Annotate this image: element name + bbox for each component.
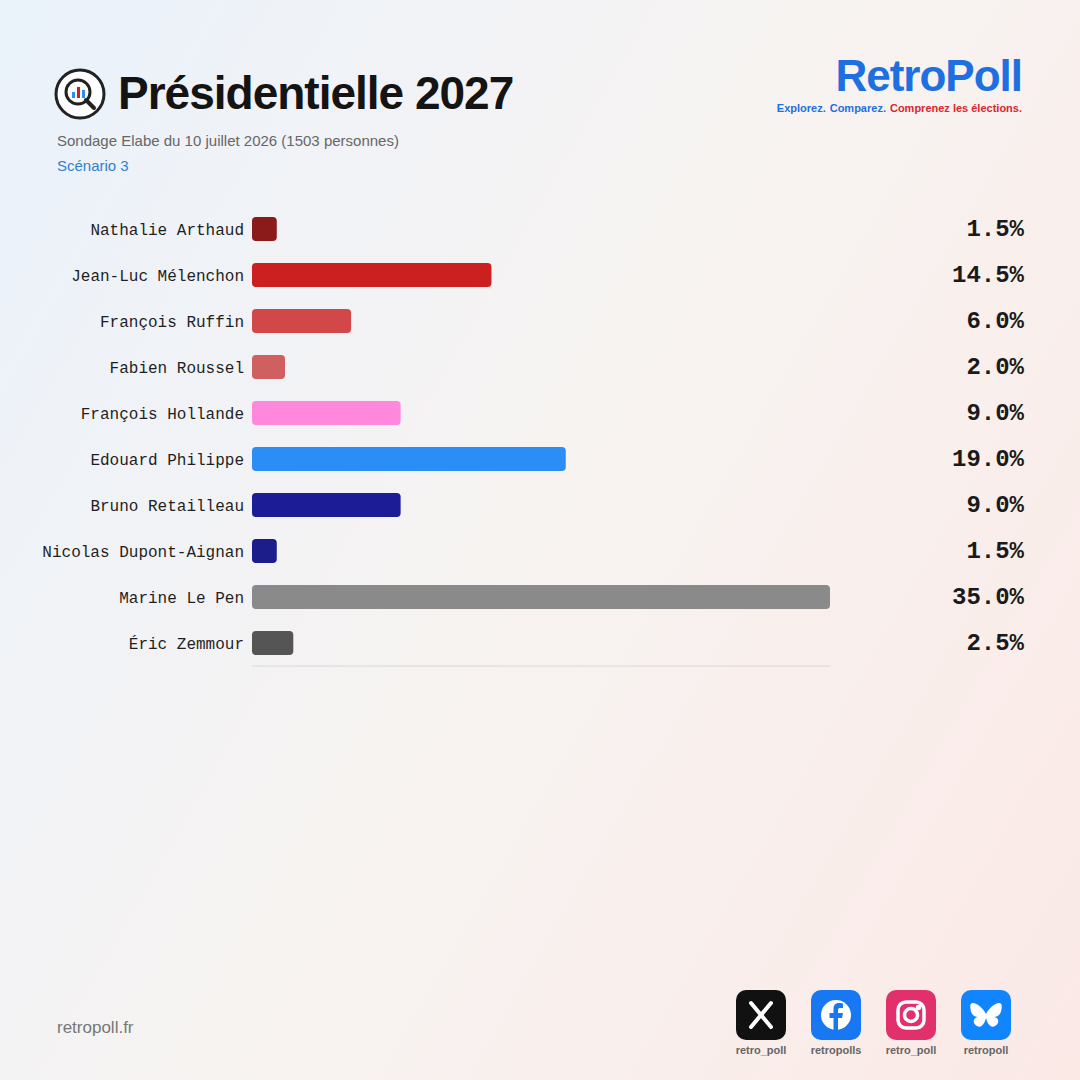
svg-text:Edouard Philippe: Edouard Philippe [90,452,244,470]
svg-text:2.0%: 2.0% [966,354,1024,381]
svg-text:1.5%: 1.5% [966,216,1024,243]
svg-text:François Ruffin: François Ruffin [100,314,244,332]
svg-text:Éric Zemmour: Éric Zemmour [129,635,244,654]
html-text:retro_poll: retro_poll [885,1044,937,1056]
svg-text:35.0%: 35.0% [952,584,1025,611]
html-text:Explorez. Comparez. Comprenez: Explorez. Comparez. Comprenez les électi… [776,102,1022,114]
svg-text:Jean-Luc Mélenchon: Jean-Luc Mélenchon [71,268,244,286]
html-text:Sondage Elabe du 10 juillet 20: Sondage Elabe du 10 juillet 2026 (1503 p… [57,132,399,149]
html-text:retropoll: retropoll [963,1044,1009,1056]
svg-text:1.5%: 1.5% [966,538,1024,565]
svg-text:Bruno Retailleau: Bruno Retailleau [90,498,244,516]
svg-text:9.0%: 9.0% [966,492,1024,519]
html-text:retropoll.fr: retropoll.fr [57,1018,134,1037]
svg-text:François Hollande: François Hollande [81,406,244,424]
svg-text:Nicolas Dupont-Aignan: Nicolas Dupont-Aignan [42,544,244,562]
svg-text:Marine Le Pen: Marine Le Pen [119,590,244,608]
svg-text:19.0%: 19.0% [952,446,1025,473]
svg-text:9.0%: 9.0% [966,400,1024,427]
svg-text:6.0%: 6.0% [966,308,1024,335]
html-text:retropolls: retropolls [810,1044,862,1056]
html-text:retro_poll: retro_poll [735,1044,787,1056]
html-text:Scénario 3: Scénario 3 [57,157,129,174]
svg-text:Fabien Roussel: Fabien Roussel [110,360,244,378]
svg-text:2.5%: 2.5% [966,630,1024,657]
html-text:RetroPoll: RetroPoll [835,51,1022,100]
svg-text:14.5%: 14.5% [952,262,1025,289]
svg-text:Nathalie Arthaud: Nathalie Arthaud [90,222,244,240]
html-text:Présidentielle 2027: Présidentielle 2027 [118,67,514,119]
